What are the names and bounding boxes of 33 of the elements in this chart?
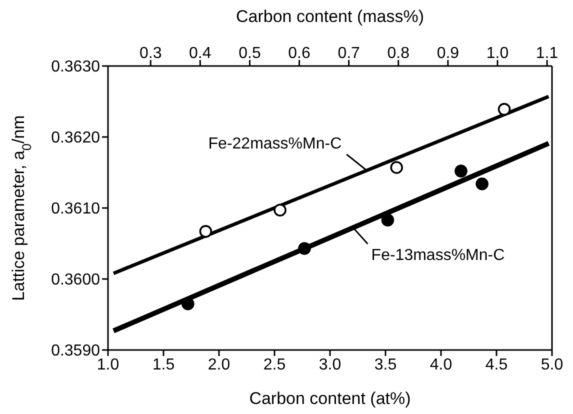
- x-tick-label: 3.0: [318, 356, 342, 374]
- point: [390, 161, 403, 174]
- y-tick-label: 0.3600: [51, 272, 100, 289]
- y-tick-label: 0.3620: [51, 130, 100, 147]
- x2-tick-label: 1.0: [486, 45, 509, 62]
- point: [298, 242, 311, 255]
- point: [498, 102, 511, 116]
- x2-tick-label: 0.7: [338, 45, 360, 62]
- annotation: Fe-22mass%Mn-C: [208, 135, 342, 152]
- x-tick-label: 4.0: [430, 356, 452, 374]
- x-tick-label: 4.5: [485, 356, 508, 374]
- y-tick-label: 0.3630: [51, 58, 100, 76]
- x-tick-label: 2.0: [208, 356, 230, 374]
- point: [199, 225, 212, 238]
- x-tick-label: 5.0: [540, 356, 564, 374]
- x2-tick-label: 0.8: [387, 45, 410, 62]
- x2-tick-label: 0.9: [436, 45, 460, 62]
- x2-tick-label: 1.1: [536, 45, 558, 62]
- x-tick-label: 3.5: [374, 356, 397, 374]
- x-axis-title: Carbon content (at%): [249, 389, 411, 408]
- x2-axis-title: Carbon content (mass%): [236, 7, 424, 26]
- x2-tick-label: 0.3: [139, 45, 162, 62]
- point: [274, 204, 286, 217]
- x2-tick-label: 0.5: [238, 45, 261, 62]
- x2-tick-label: 0.6: [288, 45, 310, 62]
- point: [381, 214, 394, 226]
- x-tick-label: 2.5: [263, 356, 286, 374]
- x-tick-label: 1.5: [152, 356, 175, 374]
- x2-tick-label: 0.4: [189, 45, 212, 62]
- y-tick-label: 0.3610: [51, 200, 100, 218]
- annotation: Fe-13mass%Mn-C: [371, 246, 505, 264]
- point: [476, 177, 488, 190]
- point: [454, 164, 468, 178]
